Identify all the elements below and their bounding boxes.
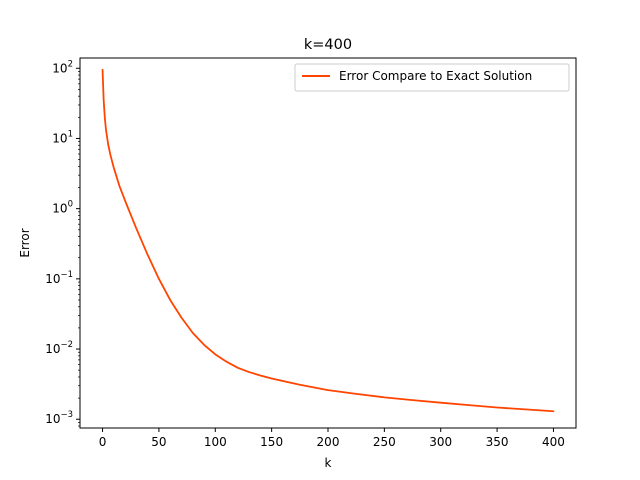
y-axis-label: Error [18,228,32,257]
x-tick-label: 350 [486,435,509,449]
x-tick-label: 150 [260,435,283,449]
x-tick-label: 100 [204,435,227,449]
x-axis-label: k [325,456,332,470]
x-tick-label: 400 [542,435,565,449]
x-tick-label: 200 [317,435,340,449]
legend-label-error: Error Compare to Exact Solution [339,69,532,83]
x-tick-label: 300 [429,435,452,449]
chart-title: k=400 [304,37,352,53]
x-tick-label: 250 [373,435,396,449]
x-tick-label: 0 [99,435,107,449]
legend: Error Compare to Exact Solution [295,64,569,91]
x-tick-label: 50 [151,435,166,449]
